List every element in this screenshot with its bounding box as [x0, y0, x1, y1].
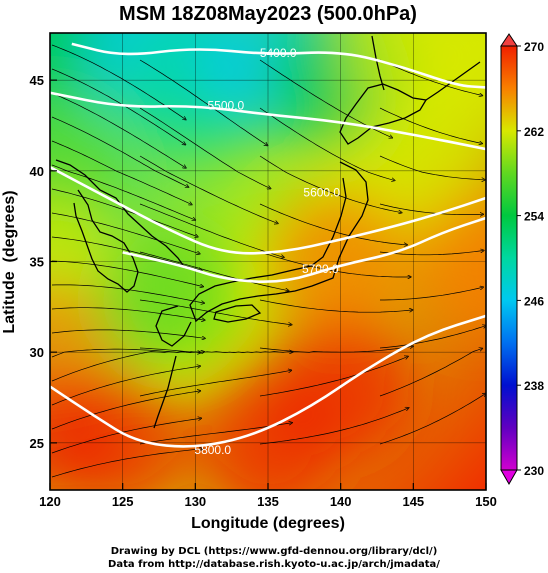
- streamline: [139, 107, 270, 188]
- streamline: [379, 251, 483, 256]
- streamline: [379, 107, 482, 143]
- colorbar-min-arrow: [500, 469, 518, 486]
- field-sample: [96, 227, 237, 368]
- streamline: [51, 284, 204, 303]
- height-contour: [50, 314, 486, 448]
- streamline: [139, 155, 277, 223]
- streamline: [51, 391, 200, 430]
- credit-data: Data from http://database.rish.kyoto-u.a…: [108, 559, 440, 570]
- streamline: [259, 346, 412, 353]
- streamline: [51, 164, 195, 220]
- colorbar-tick-label: 238: [524, 379, 544, 393]
- streamline: [51, 260, 203, 287]
- wind-streamlines: [51, 44, 485, 478]
- streamline: [379, 59, 482, 95]
- streamline: [139, 370, 291, 397]
- y-axis: 25 30 35 40 45: [30, 73, 57, 451]
- streamline: [259, 155, 401, 213]
- streamline: [51, 92, 185, 168]
- height-contour: [71, 42, 486, 89]
- streamline: [259, 203, 407, 245]
- x-tick-label: 140: [330, 494, 352, 509]
- streamline: [51, 68, 185, 144]
- x-tick-label: 120: [39, 494, 61, 509]
- colorbar-tick-label: 270: [524, 40, 544, 54]
- height-contours: 5400.0 5500.0 5600.0 5700.0 5800.0: [50, 42, 486, 457]
- height-contour: [50, 166, 486, 255]
- streamline: [379, 155, 484, 180]
- streamline: [259, 251, 410, 277]
- streamline: [379, 349, 482, 397]
- credit-drawing: Drawing by DCL (https://www.gfd-dennou.o…: [110, 546, 438, 557]
- coastline-islands: [153, 355, 177, 429]
- streamline: [259, 299, 412, 313]
- colorbar-tick-label: 262: [524, 125, 544, 139]
- streamline: [51, 140, 191, 204]
- contour-label: 5400.0: [260, 46, 297, 60]
- colorbar-ticks: 230 238 246 254 262 270: [517, 40, 544, 478]
- coastline-honshu: [189, 161, 369, 323]
- streamline: [139, 347, 292, 353]
- colorbar-body: [500, 45, 518, 471]
- streamline: [51, 348, 204, 358]
- streamline: [379, 394, 485, 445]
- streamline: [380, 287, 483, 301]
- y-tick-label: 40: [30, 164, 44, 179]
- streamline: [139, 203, 283, 257]
- x-axis-label: Longitude (degrees): [191, 515, 345, 532]
- streamline: [259, 357, 407, 397]
- streamline: [259, 107, 394, 180]
- chart-title: MSM 18Z08May2023 (500.0hPa): [119, 3, 417, 25]
- streamline: [259, 408, 408, 445]
- y-tick-label: 25: [30, 436, 44, 451]
- y-axis-label: Latitude (degrees): [1, 190, 18, 333]
- x-tick-label: 135: [257, 494, 279, 509]
- streamline: [139, 299, 291, 325]
- contour-label: 5700.0: [302, 262, 339, 276]
- coastline-korea: [73, 189, 139, 293]
- colorbar-tick-label: 246: [524, 294, 544, 308]
- streamline: [51, 307, 204, 320]
- contour-label: 5600.0: [303, 186, 340, 200]
- streamline: [139, 423, 292, 445]
- streamline: [51, 236, 201, 270]
- streamline: [51, 449, 202, 478]
- y-tick-label: 35: [30, 255, 44, 270]
- coastline-shikoku: [213, 304, 262, 323]
- coastline-mainland-north: [55, 159, 186, 269]
- x-tick-label: 150: [475, 494, 497, 509]
- height-contour: [50, 91, 486, 151]
- streamline: [51, 188, 197, 237]
- colorbar-max-arrow: [500, 33, 518, 47]
- x-tick-label: 145: [402, 494, 424, 509]
- streamline: [139, 251, 288, 291]
- streamline: [139, 59, 267, 145]
- contour-label: 5800.0: [194, 443, 231, 457]
- streamline: [51, 212, 199, 254]
- x-tick-label: 130: [184, 494, 206, 509]
- x-tick-label: 125: [112, 494, 134, 509]
- streamline: [51, 366, 200, 406]
- height-contour: [122, 216, 486, 284]
- contour-label: 5500.0: [208, 99, 245, 113]
- streamline: [51, 329, 204, 338]
- coastline-sakhalin: [371, 35, 385, 91]
- y-tick-label: 45: [30, 73, 44, 88]
- colorbar-tick-label: 254: [524, 210, 544, 224]
- streamline: [51, 418, 201, 454]
- coastline-hokkaido: [339, 83, 428, 145]
- y-tick-label: 30: [30, 345, 44, 360]
- streamline: [379, 326, 485, 349]
- streamline: [379, 203, 483, 215]
- colorbar-tick-label: 230: [524, 464, 544, 478]
- colorbar: 230 238 246 254 262 270: [500, 33, 544, 486]
- streamline: [51, 116, 188, 187]
- plot-area: 5400.0 5500.0 5600.0 5700.0 5800.0: [50, 33, 486, 490]
- x-axis: 120 125 130 135 140 145 150: [39, 483, 497, 509]
- streamline: [51, 352, 200, 382]
